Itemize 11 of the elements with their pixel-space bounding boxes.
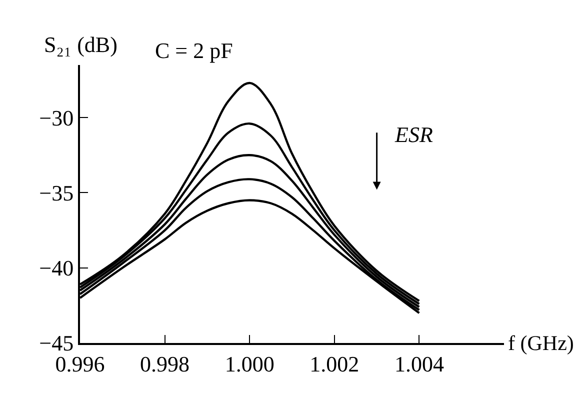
x-tick-label: 0.998: [140, 351, 190, 376]
x-tick-label: 1.004: [394, 351, 444, 376]
y-tick-label: −40: [39, 256, 74, 281]
x-axis-title: f (GHz): [508, 331, 574, 355]
annotation: ESR: [394, 122, 434, 147]
text: C = 2 pF: [155, 38, 233, 63]
y-tick-label: −35: [39, 180, 74, 206]
x-tick-label: 1.000: [224, 351, 274, 376]
y-axis-title: S₂₁ (dB): [44, 32, 118, 57]
y-tick-label: −30: [39, 105, 74, 130]
x-tick-label: 1.002: [310, 351, 360, 376]
